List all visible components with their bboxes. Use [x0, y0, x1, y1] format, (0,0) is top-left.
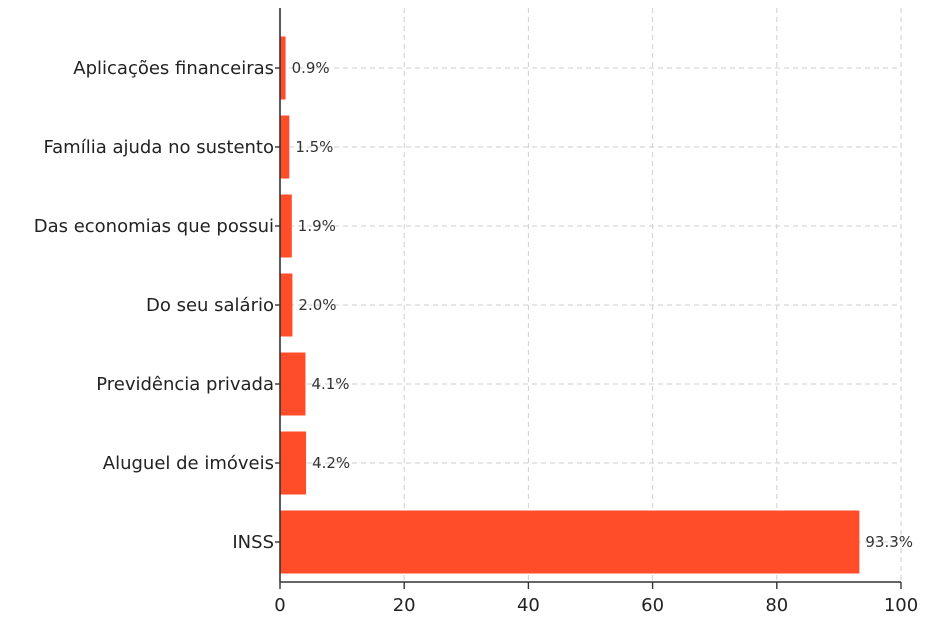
bar-3 [280, 273, 293, 337]
bars [280, 36, 860, 574]
data-label-0: 0.9% [292, 59, 330, 77]
x-tick-label-20: 20 [393, 595, 416, 616]
data-label-4: 4.1% [311, 375, 349, 393]
data-label-5: 4.2% [312, 454, 350, 472]
bar-4 [280, 352, 306, 416]
bar-6 [280, 510, 860, 574]
category-label-1: Família ajuda no sustento [43, 137, 274, 158]
category-labels: Aplicações financeiras Família ajuda no s… [34, 58, 274, 553]
grid [280, 8, 902, 582]
data-labels: 0.9% 1.5% 1.9% 2.0% 4.1% 4.2% 93.3% [292, 59, 913, 551]
axes [275, 8, 901, 583]
x-tick-label-60: 60 [641, 595, 664, 616]
x-tick-label-40: 40 [517, 595, 540, 616]
category-label-2: Das economias que possui [34, 216, 274, 237]
bar-2 [280, 194, 292, 258]
x-tick-label-0: 0 [274, 595, 285, 616]
category-label-6: INSS [232, 532, 274, 553]
data-label-2: 1.9% [298, 217, 336, 235]
bar-1 [280, 115, 290, 179]
category-label-3: Do seu salário [146, 295, 274, 316]
bar-0 [280, 36, 286, 100]
category-label-5: Aluguel de imóveis [103, 453, 274, 474]
category-label-4: Previdência privada [96, 374, 274, 395]
category-label-0: Aplicações financeiras [73, 58, 274, 79]
data-label-6: 93.3% [865, 533, 913, 551]
x-tick-label-100: 100 [884, 595, 918, 616]
bar-5 [280, 431, 307, 495]
x-ticks: 0 20 40 60 80 100 [274, 582, 918, 616]
x-tick-label-80: 80 [765, 595, 788, 616]
data-label-1: 1.5% [295, 138, 333, 156]
data-label-3: 2.0% [298, 296, 336, 314]
